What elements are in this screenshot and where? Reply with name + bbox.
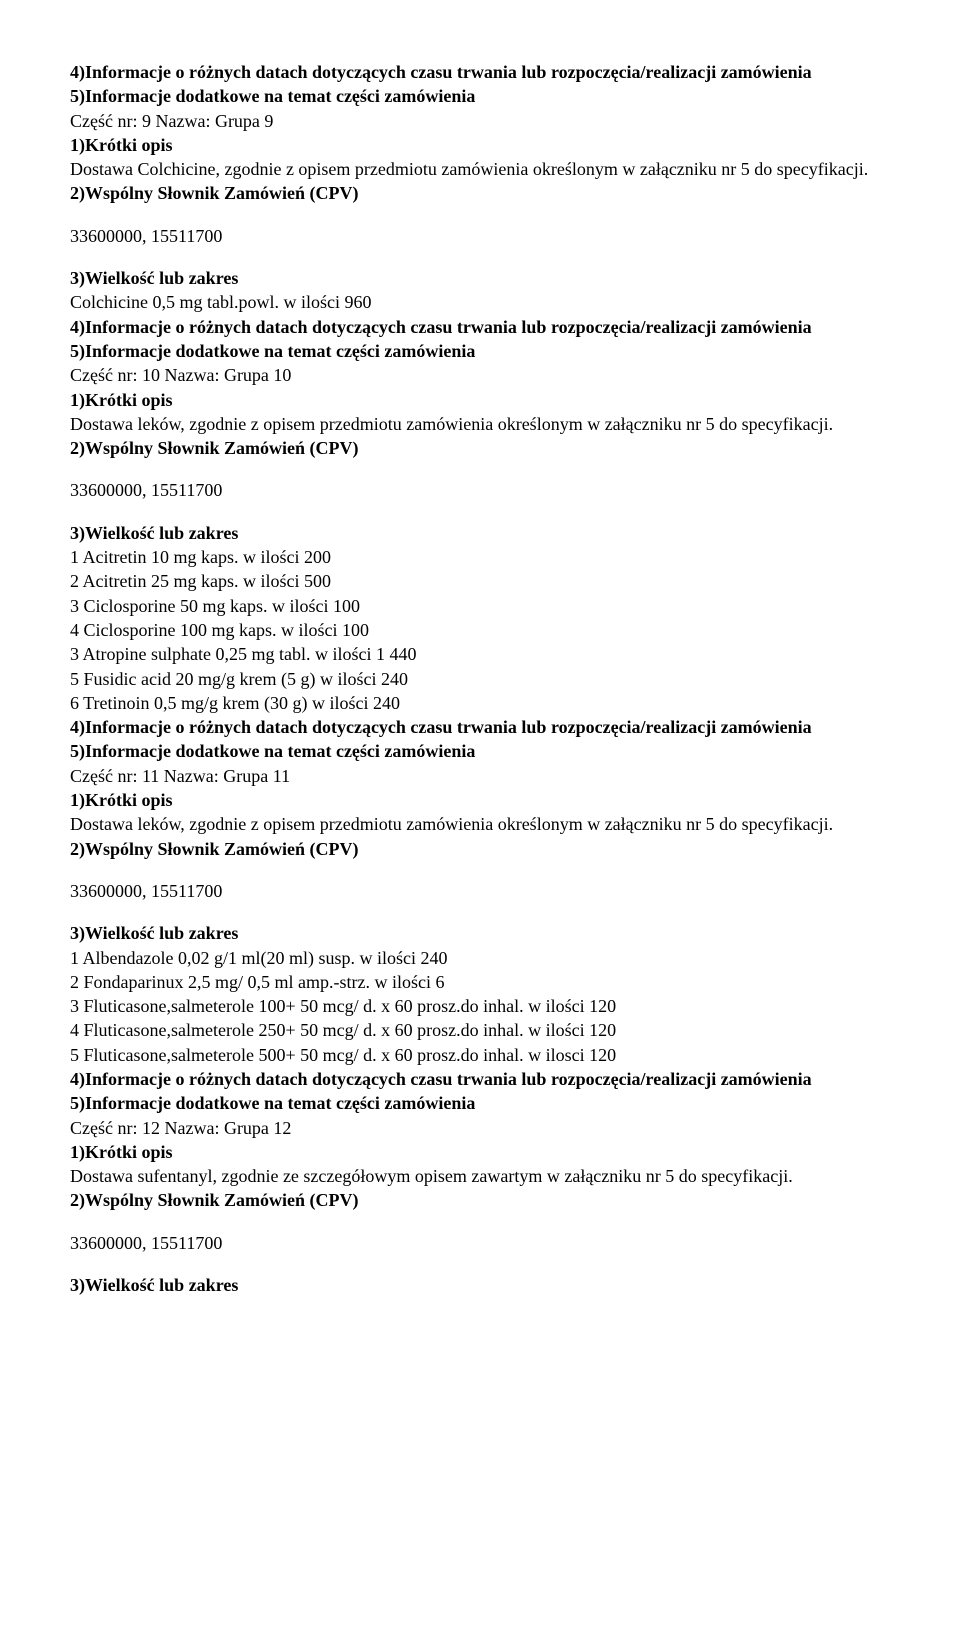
text-line: 3)Wielkość lub zakres — [70, 521, 890, 545]
text-line: 4)Informacje o różnych datach dotyczącyc… — [70, 60, 890, 84]
text-line: 3)Wielkość lub zakres — [70, 921, 890, 945]
text-line: 5)Informacje dodatkowe na temat części z… — [70, 739, 890, 763]
text-line: 1)Krótki opis — [70, 388, 890, 412]
text-line: 2 Acitretin 25 mg kaps. w ilości 500 — [70, 569, 890, 593]
text-line: 4 Fluticasone,salmeterole 250+ 50 mcg/ d… — [70, 1018, 890, 1042]
text-line: 4)Informacje o różnych datach dotyczącyc… — [70, 715, 890, 739]
text-line: 5)Informacje dodatkowe na temat części z… — [70, 1091, 890, 1115]
text-line: 33600000, 15511700 — [70, 1231, 890, 1255]
text-line: 5)Informacje dodatkowe na temat części z… — [70, 84, 890, 108]
text-line: 2)Wspólny Słownik Zamówień (CPV) — [70, 436, 890, 460]
text-line: Część nr: 11 Nazwa: Grupa 11 — [70, 764, 890, 788]
text-line: 33600000, 15511700 — [70, 224, 890, 248]
text-line: 1)Krótki opis — [70, 1140, 890, 1164]
text-line: 2)Wspólny Słownik Zamówień (CPV) — [70, 1188, 890, 1212]
text-line: 3)Wielkość lub zakres — [70, 266, 890, 290]
text-line: 1 Albendazole 0,02 g/1 ml(20 ml) susp. w… — [70, 946, 890, 970]
text-line: Dostawa leków, zgodnie z opisem przedmio… — [70, 412, 890, 436]
text-line: Część nr: 10 Nazwa: Grupa 10 — [70, 363, 890, 387]
text-line: Colchicine 0,5 mg tabl.powl. w ilości 96… — [70, 290, 890, 314]
text-line: 33600000, 15511700 — [70, 879, 890, 903]
text-line: 33600000, 15511700 — [70, 478, 890, 502]
text-line: 4)Informacje o różnych datach dotyczącyc… — [70, 315, 890, 339]
text-line: 1)Krótki opis — [70, 788, 890, 812]
text-line: Część nr: 12 Nazwa: Grupa 12 — [70, 1116, 890, 1140]
text-line: 3)Wielkość lub zakres — [70, 1273, 890, 1297]
text-line: 2)Wspólny Słownik Zamówień (CPV) — [70, 181, 890, 205]
text-line: Dostawa sufentanyl, zgodnie ze szczegóło… — [70, 1164, 890, 1188]
text-line: 2 Fondaparinux 2,5 mg/ 0,5 ml amp.-strz.… — [70, 970, 890, 994]
text-line: 4)Informacje o różnych datach dotyczącyc… — [70, 1067, 890, 1091]
text-line: 2)Wspólny Słownik Zamówień (CPV) — [70, 837, 890, 861]
text-line: 6 Tretinoin 0,5 mg/g krem (30 g) w ilośc… — [70, 691, 890, 715]
text-line: 4 Ciclosporine 100 mg kaps. w ilości 100 — [70, 618, 890, 642]
text-line: Dostawa leków, zgodnie z opisem przedmio… — [70, 812, 890, 836]
document-body: 4)Informacje o różnych datach dotyczącyc… — [70, 60, 890, 1297]
text-line: 1 Acitretin 10 mg kaps. w ilości 200 — [70, 545, 890, 569]
text-line: 3 Fluticasone,salmeterole 100+ 50 mcg/ d… — [70, 994, 890, 1018]
text-line: Część nr: 9 Nazwa: Grupa 9 — [70, 109, 890, 133]
text-line: 5)Informacje dodatkowe na temat części z… — [70, 339, 890, 363]
text-line: 3 Ciclosporine 50 mg kaps. w ilości 100 — [70, 594, 890, 618]
text-line: 1)Krótki opis — [70, 133, 890, 157]
text-line: Dostawa Colchicine, zgodnie z opisem prz… — [70, 157, 890, 181]
text-line: 5 Fluticasone,salmeterole 500+ 50 mcg/ d… — [70, 1043, 890, 1067]
text-line: 5 Fusidic acid 20 mg/g krem (5 g) w iloś… — [70, 667, 890, 691]
text-line: 3 Atropine sulphate 0,25 mg tabl. w iloś… — [70, 642, 890, 666]
